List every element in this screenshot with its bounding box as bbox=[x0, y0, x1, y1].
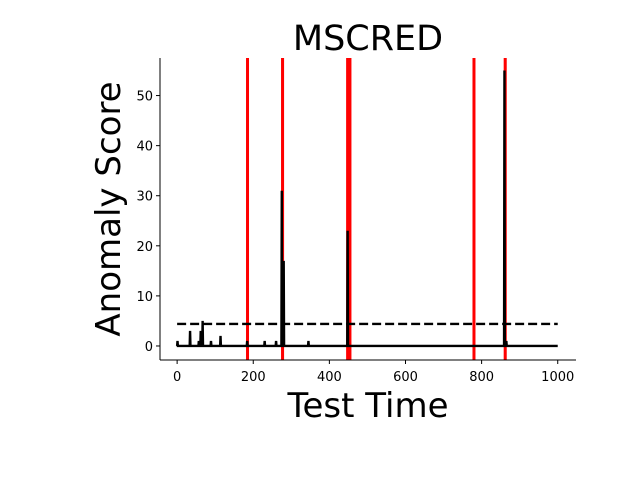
chart-title: MSCRED bbox=[293, 19, 443, 59]
x-tick-label: 600 bbox=[393, 370, 418, 385]
x-ticks: 0 200 400 600 800 1000 bbox=[173, 360, 574, 385]
x-tick-label: 1000 bbox=[541, 370, 574, 385]
y-axis-label: Anomaly Score bbox=[89, 81, 129, 336]
y-tick-label: 0 bbox=[145, 340, 153, 355]
y-tick-label: 10 bbox=[136, 290, 153, 305]
score-line-0 bbox=[175, 70, 558, 348]
x-tick-label: 800 bbox=[469, 370, 494, 385]
plot-lines bbox=[175, 70, 558, 348]
y-tick-label: 20 bbox=[136, 240, 153, 255]
x-tick-label: 0 bbox=[173, 370, 181, 385]
y-ticks: 0 10 20 30 40 50 bbox=[136, 90, 160, 355]
anomaly-region-0 bbox=[246, 58, 250, 360]
anomaly-region-2 bbox=[346, 58, 352, 360]
y-tick-label: 40 bbox=[136, 140, 153, 155]
x-tick-label: 200 bbox=[241, 370, 266, 385]
x-tick-label: 400 bbox=[317, 370, 342, 385]
y-tick-label: 30 bbox=[136, 190, 153, 205]
x-axis-label: Test Time bbox=[287, 386, 449, 426]
y-tick-label: 50 bbox=[136, 90, 153, 105]
anomaly-region-3 bbox=[472, 58, 476, 360]
